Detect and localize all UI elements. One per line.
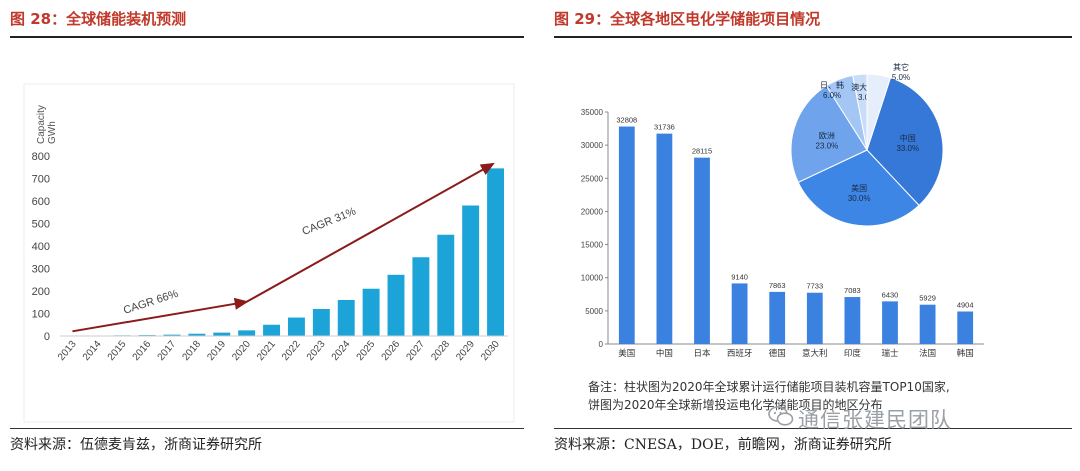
x-tick-label: 法国 [919,348,936,358]
bar-value-label: 7733 [806,282,823,291]
forecast-bar [462,205,480,336]
country-bar [806,292,823,344]
bar-value-label: 7083 [844,286,861,295]
bar-value-label: 6430 [882,290,899,299]
country-bar [618,126,635,344]
x-tick-label: 印度 [844,348,862,358]
y-tick-label: 20000 [581,207,604,216]
forecast-bar [163,334,181,336]
forecast-bar [312,309,330,336]
x-tick-label: 瑞士 [881,348,899,358]
pie-slice-pct: 23.0% [816,141,839,150]
bar-value-label: 5929 [919,294,936,303]
country-bar [882,301,898,344]
figure-28-title: 图 28：全球储能装机预测 [10,10,187,28]
source-rule [554,428,1072,429]
pie-slice [790,85,868,184]
y-tick-label: 400 [32,241,50,253]
country-bar [731,283,748,344]
y-tick-label: 300 [32,264,50,276]
wechat-icon [768,406,794,426]
trend-arrow-2 [246,162,495,303]
y-tick-label: 0 [599,340,604,349]
x-tick-label: 日本 [693,348,711,358]
regional-storage-chart: 0 5000 10000 15000 20000 25000 30000 35000 32808… [581,62,984,358]
y-tick-label: 500 [32,219,50,231]
note-line-2: 饼图为2020年全球新增投运电化学储能项目的地区分布 [588,398,883,412]
bar-value-label: 32808 [616,116,637,125]
y-tick-label: 30000 [581,141,604,150]
trend-arrow-1 [72,297,249,333]
y-tick-label: 15000 [581,241,604,250]
chart-frame [23,83,515,423]
pie-slice-name: 其它 [893,62,909,72]
x-tick-label: 意大利 [802,348,828,358]
pie-slice-pct: 33.0% [896,144,919,153]
figure-29-source: 资料来源：CNESA，DOE，前瞻网，浙商证券研究所 [554,437,892,453]
y-tick-label: 100 [32,309,50,321]
forecast-bar [487,168,505,336]
y-tick-label: 600 [32,196,50,208]
pie-slice-pct: 5.0% [892,73,910,82]
x-tick-label: 中国 [656,348,673,358]
forecast-bar [263,324,281,336]
forecast-bar [213,332,231,336]
pie-slice [866,77,944,207]
forecast-bar [387,274,405,336]
y-tick-label: 800 [32,151,50,163]
source-rule [10,428,524,429]
y-tick-label: 200 [32,286,50,298]
country-bar [919,304,936,344]
y-tick-label: 5000 [585,307,603,316]
forecast-bar [412,257,430,336]
forecast-bar [287,317,305,336]
forecast-bar [437,234,455,336]
x-tick-label: 德国 [769,348,786,358]
left-figure: 图 28：全球储能装机预测 Capacity GWh 0 100 200 300 400 50… [10,10,524,453]
bar-value-label: 31736 [654,123,675,132]
title-rule [554,36,1072,38]
pie-slice-pct: 6.0% [823,91,841,100]
country-bar [656,133,673,344]
y-tick-label: 0 [44,331,50,343]
note-line-1: 备注：柱状图为2020年全球累计运行储能项目装机容量TOP10国家, [588,380,950,394]
y-tick-label: 35000 [581,108,604,117]
country-bar [844,297,861,344]
pie-slice [866,73,892,151]
pie-slice-name: 中国 [900,133,916,143]
figure-28-source: 资料来源：伍德麦肯兹，浙商证券研究所 [10,437,262,453]
bar-value-label: 28115 [692,147,712,156]
forecast-bar [238,330,256,336]
pie-slice-name: 欧洲 [819,130,835,140]
y-tick-label: 10000 [581,274,604,283]
x-tick-label: 西班牙 [727,348,753,358]
title-rule [10,36,524,38]
forecast-bar [362,288,380,336]
y-tick-label: 700 [32,174,50,186]
y-axis-label: Capacity [36,105,47,144]
pie-slice-name: 美国 [851,183,867,193]
pie-slice-name: 日、韩 [820,80,844,90]
x-tick-label: 韩国 [957,348,974,358]
figure-29-title: 图 29：全球各地区电化学储能项目情况 [554,10,821,28]
bar-value-label: 4904 [957,300,974,309]
bar-value-label: 9140 [731,272,748,281]
right-figure: 图 29：全球各地区电化学储能项目情况 0 5000 10000 15000 20000… [552,0,1080,471]
pie-slice-pct: 30.0% [848,194,871,203]
forecast-bar [337,300,355,336]
country-bar [694,157,710,344]
y-tick-label: 25000 [581,174,604,183]
pie-slice [797,149,920,227]
forecast-bar [188,333,206,336]
x-tick-label: 美国 [618,348,635,358]
storage-forecast-chart: Capacity GWh01002003004005006007008002013… [23,83,515,423]
country-bar [769,291,786,344]
watermark-text: 通信张建民团队 [798,408,952,432]
y-axis-label: GWh [47,121,58,144]
country-bar [957,311,974,344]
bar-value-label: 7863 [769,281,786,290]
